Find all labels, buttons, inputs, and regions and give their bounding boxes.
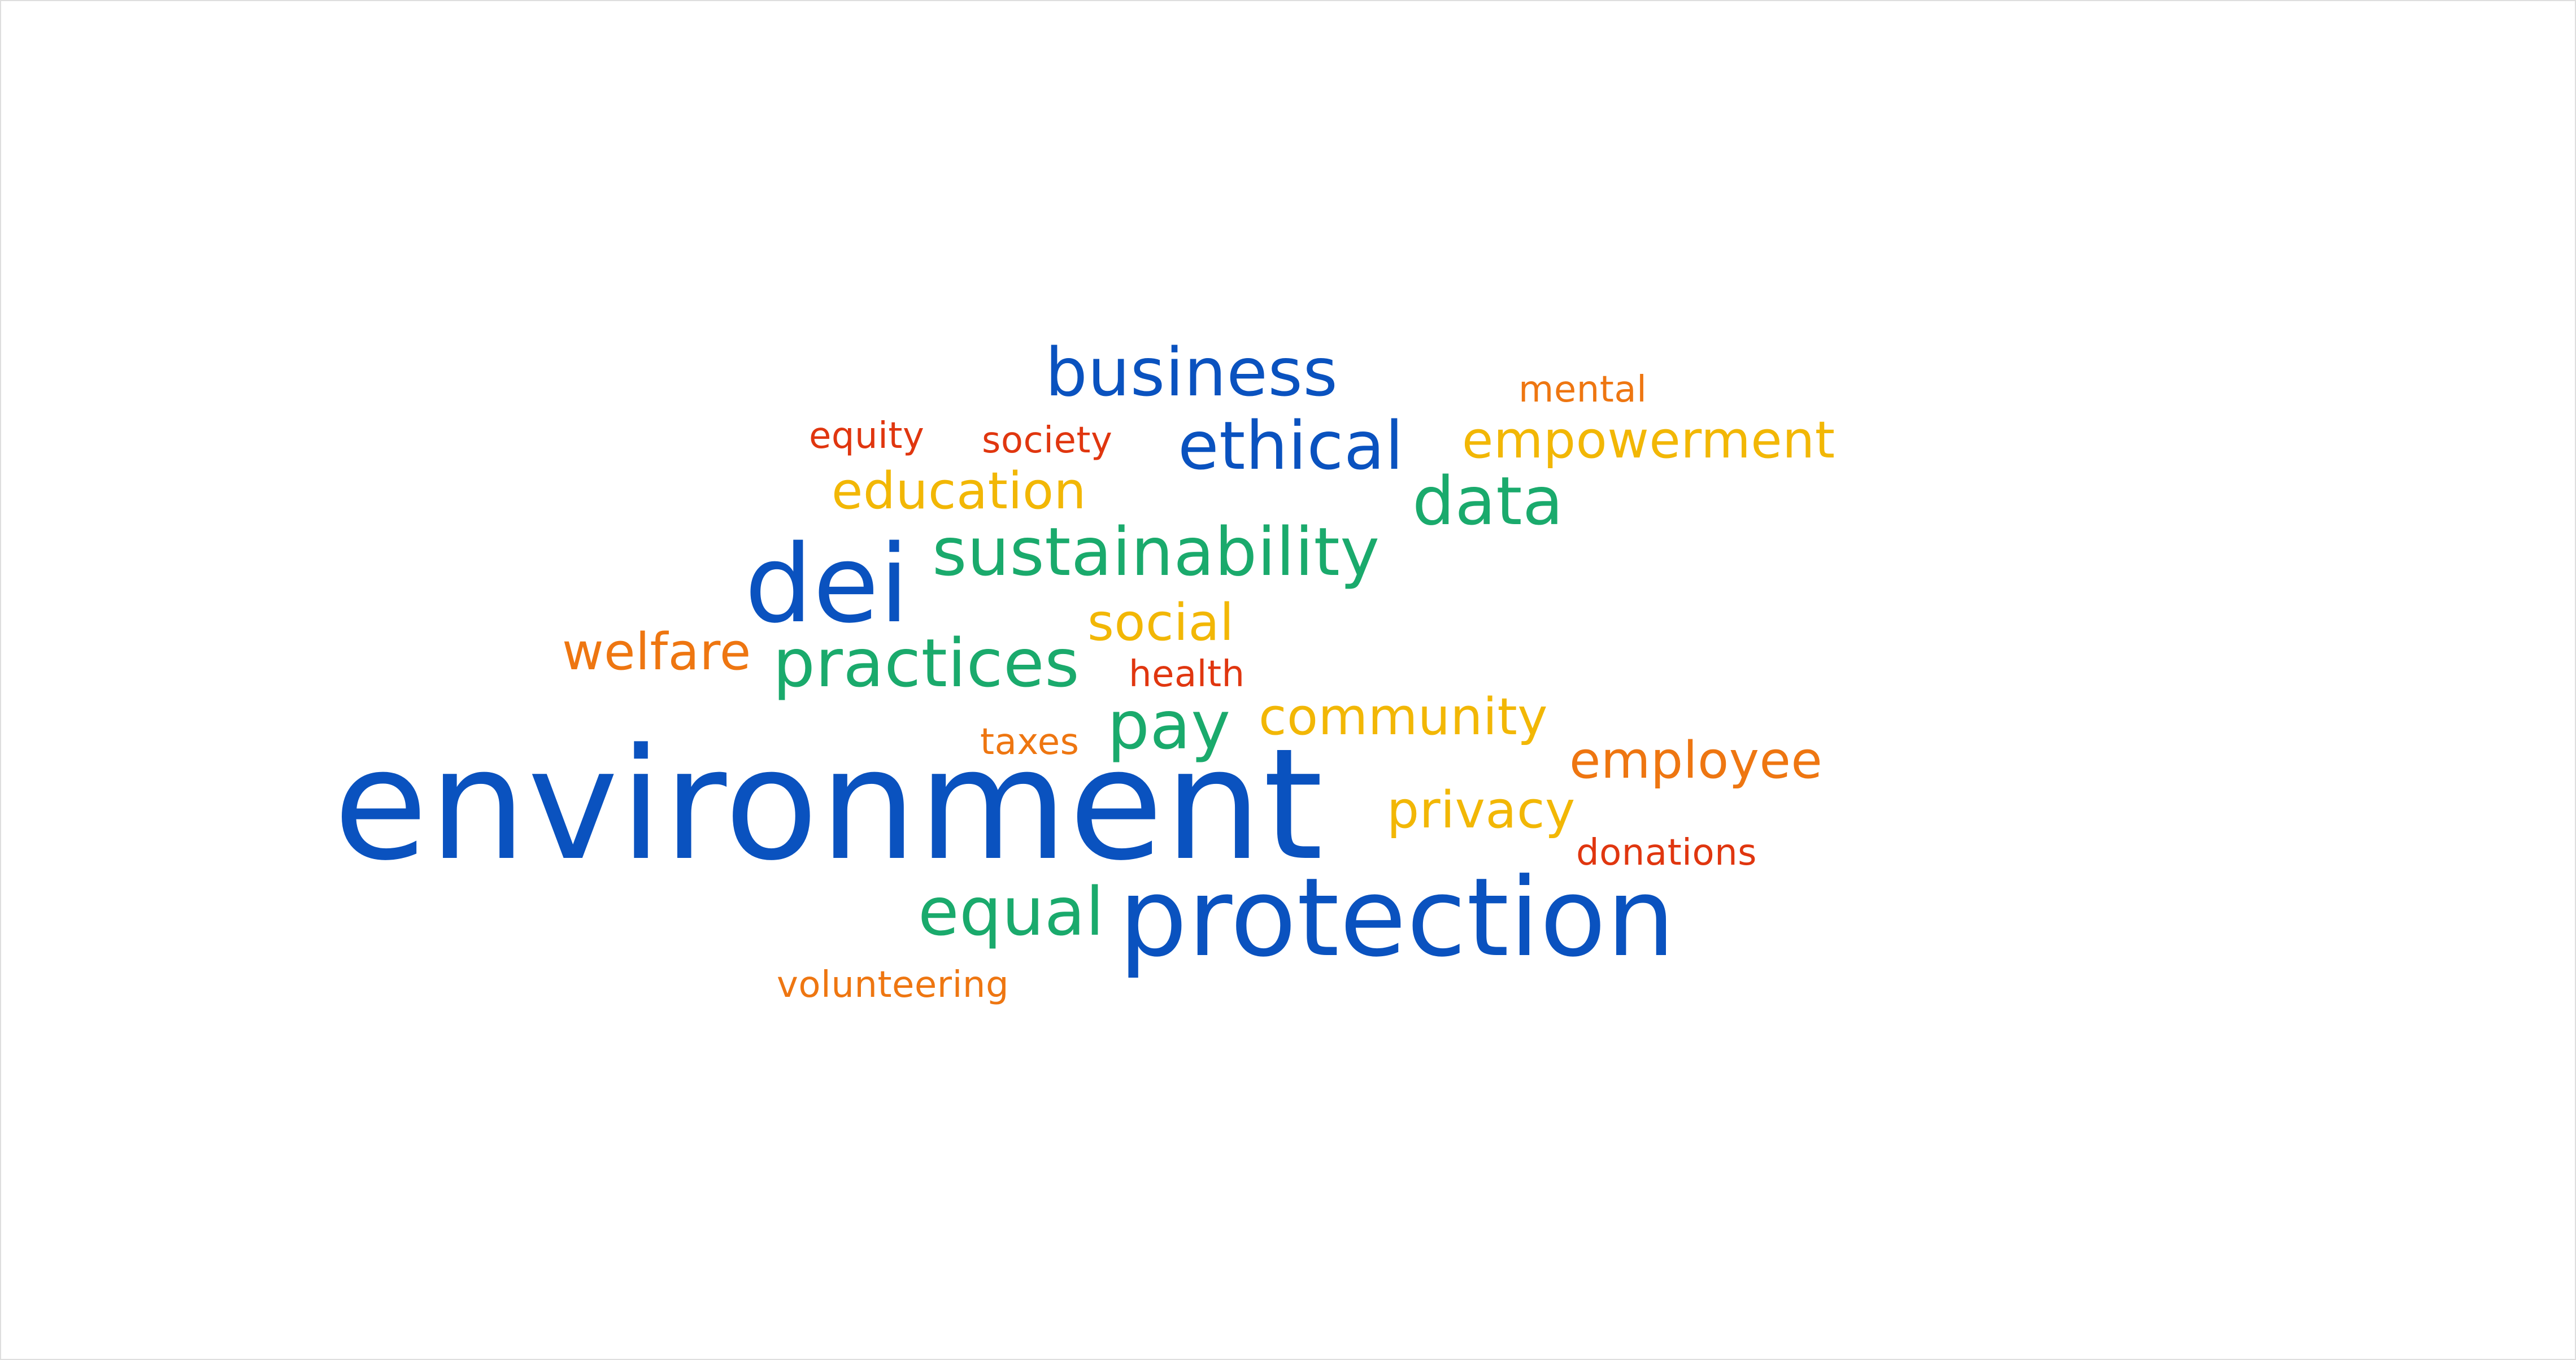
word-dei: dei xyxy=(745,522,910,647)
word-health: health xyxy=(1129,653,1245,695)
word-social: social xyxy=(1087,593,1234,652)
word-community: community xyxy=(1259,687,1548,747)
word-privacy: privacy xyxy=(1387,781,1576,840)
word-data: data xyxy=(1412,462,1564,540)
word-protection: protection xyxy=(1119,855,1676,981)
word-society: society xyxy=(982,420,1113,461)
word-pay: pay xyxy=(1107,686,1231,764)
word-practices: practices xyxy=(773,624,1080,702)
word-environment: environment xyxy=(333,716,1325,895)
word-ethical: ethical xyxy=(1178,407,1404,485)
word-taxes: taxes xyxy=(980,721,1080,763)
word-equity: equity xyxy=(809,415,925,457)
word-donations: donations xyxy=(1576,832,1757,874)
word-empowerment: empowerment xyxy=(1462,411,1835,470)
word-sustainability: sustainability xyxy=(932,513,1380,591)
word-welfare: welfare xyxy=(562,622,751,682)
word-mental: mental xyxy=(1518,369,1647,411)
word-business: business xyxy=(1045,333,1338,411)
word-volunteering: volunteering xyxy=(777,964,1009,1006)
word-equal: equal xyxy=(918,873,1104,951)
word-employee: employee xyxy=(1569,731,1823,790)
word-education: education xyxy=(832,461,1087,521)
